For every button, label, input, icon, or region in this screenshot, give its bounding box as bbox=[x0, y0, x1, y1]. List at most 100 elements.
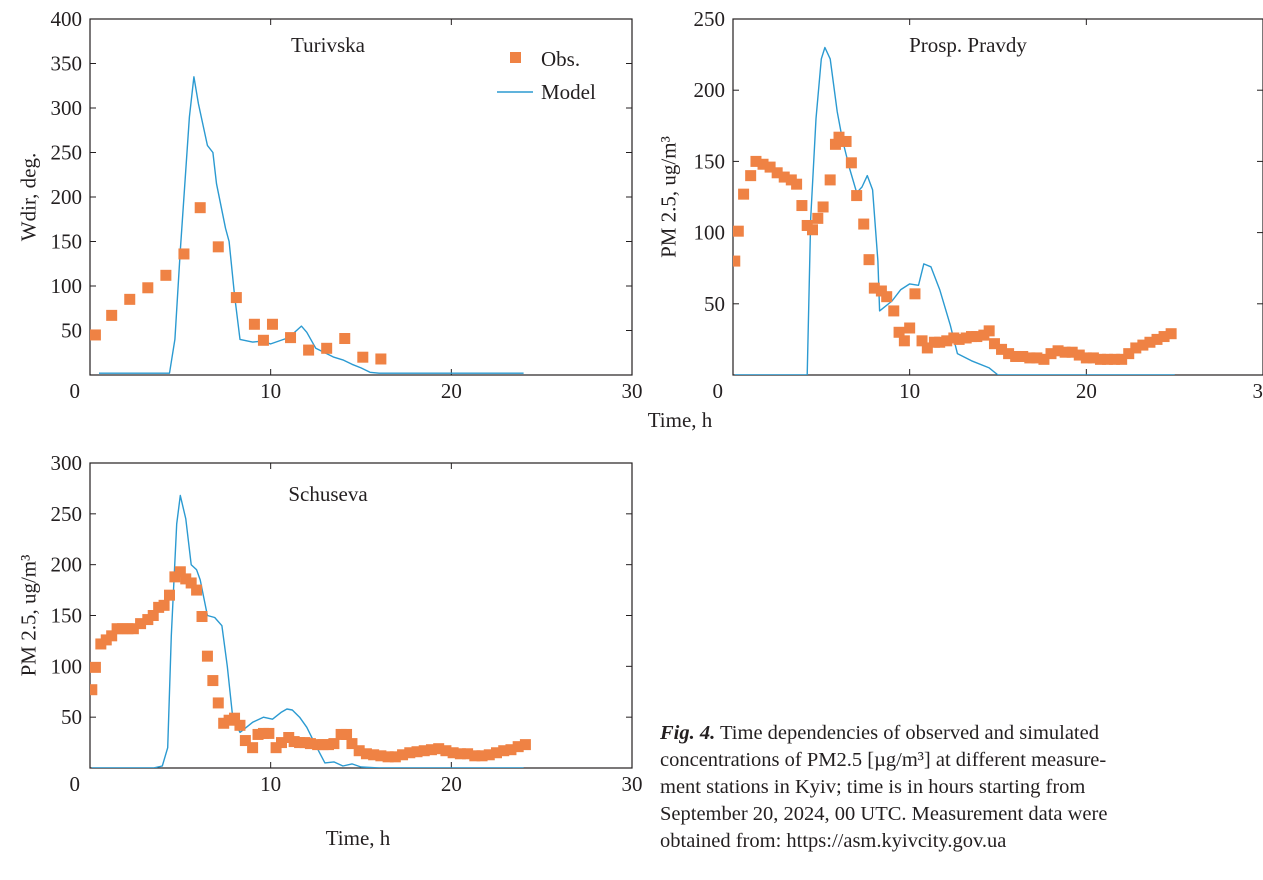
obs-point bbox=[346, 738, 358, 750]
legend: Obs. Model bbox=[497, 47, 596, 104]
y-tick-label: 100 bbox=[51, 654, 83, 678]
x-tick-label: 20 bbox=[441, 772, 462, 796]
obs-point bbox=[868, 282, 880, 294]
obs-point bbox=[1010, 350, 1022, 362]
plot-area bbox=[90, 76, 524, 374]
obs-point bbox=[368, 749, 380, 761]
model-line bbox=[734, 46, 1175, 375]
y-tick-label: 300 bbox=[51, 451, 83, 475]
caption-label: Fig. 4. bbox=[660, 722, 716, 744]
obs-point bbox=[791, 178, 803, 190]
obs-point bbox=[745, 170, 757, 182]
obs-point bbox=[230, 292, 242, 304]
legend-model-label: Model bbox=[541, 80, 596, 104]
obs-point bbox=[1144, 336, 1156, 348]
obs-point bbox=[454, 748, 466, 760]
obs-point bbox=[321, 342, 333, 354]
obs-point bbox=[840, 135, 852, 147]
obs-point bbox=[916, 335, 928, 347]
obs-point bbox=[996, 343, 1008, 355]
obs-point bbox=[512, 741, 524, 753]
obs-point bbox=[160, 269, 172, 281]
x-tick-label: 10 bbox=[260, 379, 281, 403]
y-tick-label: 150 bbox=[694, 149, 726, 173]
obs-point bbox=[983, 325, 995, 337]
x-tick-label: 20 bbox=[441, 379, 462, 403]
obs-point bbox=[447, 747, 459, 759]
obs-point bbox=[266, 318, 278, 330]
chart-panel-1: 0 10 20 30 50 100 150 200 250 300 350 400 Turivska Wd… bbox=[16, 7, 642, 403]
obs-point bbox=[127, 623, 139, 635]
legend-obs-marker bbox=[510, 52, 521, 63]
y-tick-label: 50 bbox=[61, 705, 82, 729]
x-axis-label: Time, h bbox=[648, 408, 713, 432]
model-line bbox=[99, 76, 524, 374]
obs-point bbox=[1017, 350, 1029, 362]
obs-point bbox=[375, 750, 387, 762]
obs-point bbox=[1003, 348, 1015, 360]
obs-point bbox=[285, 332, 297, 344]
obs-point bbox=[498, 745, 510, 757]
obs-point bbox=[1116, 353, 1128, 365]
obs-point bbox=[898, 335, 910, 347]
obs-point bbox=[174, 566, 186, 578]
obs-point bbox=[476, 750, 488, 762]
obs-point bbox=[764, 161, 776, 173]
legend-obs-label: Obs. bbox=[541, 47, 580, 71]
obs-point bbox=[191, 584, 203, 596]
obs-point bbox=[328, 738, 340, 750]
obs-point bbox=[375, 353, 387, 365]
obs-point bbox=[934, 336, 946, 348]
obs-point bbox=[941, 335, 953, 347]
figure-caption: Fig. 4. Time dependencies of observed an… bbox=[660, 720, 1263, 855]
chart-title: Schuseva bbox=[288, 482, 368, 506]
obs-point bbox=[519, 739, 531, 751]
y-tick-label: 200 bbox=[51, 185, 83, 209]
obs-point bbox=[807, 224, 818, 236]
obs-point bbox=[263, 727, 275, 739]
obs-point bbox=[201, 650, 213, 662]
obs-point bbox=[124, 293, 136, 305]
y-tick-label: 350 bbox=[51, 52, 83, 76]
x-tick-label: 20 bbox=[1076, 379, 1097, 403]
obs-point bbox=[135, 618, 147, 630]
y-tick-label: 250 bbox=[51, 502, 83, 526]
obs-point bbox=[1158, 331, 1170, 343]
obs-point bbox=[418, 745, 430, 757]
obs-point bbox=[971, 331, 983, 343]
x-tick-label: 30 bbox=[1253, 379, 1263, 403]
obs-point bbox=[194, 202, 206, 214]
obs-point bbox=[353, 745, 365, 757]
chart-title: Prosp. Pravdy bbox=[909, 33, 1027, 57]
y-tick-label: 50 bbox=[61, 319, 82, 343]
chart-title: Turivska bbox=[291, 33, 366, 57]
obs-point bbox=[411, 746, 423, 758]
obs-point bbox=[229, 712, 241, 724]
obs-point bbox=[921, 342, 933, 354]
obs-point bbox=[1073, 349, 1085, 361]
obs-point bbox=[90, 661, 101, 673]
obs-point bbox=[339, 333, 351, 345]
obs-point bbox=[248, 318, 260, 330]
caption-line: obtained from: https://asm.kyivcity.gov.… bbox=[660, 830, 1007, 852]
y-tick-label: 250 bbox=[694, 7, 726, 31]
obs-point bbox=[953, 333, 965, 345]
obs-point bbox=[212, 697, 224, 709]
y-tick-label: 250 bbox=[51, 141, 83, 165]
obs-point bbox=[234, 719, 246, 731]
obs-point bbox=[1038, 353, 1050, 365]
obs-point bbox=[1130, 342, 1142, 354]
obs-point bbox=[212, 241, 224, 253]
obs-point bbox=[163, 589, 175, 601]
obs-point bbox=[771, 167, 783, 179]
y-axis-label: PM 2.5, ug/m³ bbox=[656, 136, 680, 258]
obs-point bbox=[738, 188, 750, 200]
y-tick-label: 150 bbox=[51, 604, 83, 628]
obs-point bbox=[142, 282, 154, 294]
obs-point bbox=[196, 611, 208, 623]
obs-point bbox=[505, 744, 517, 756]
plot-frame bbox=[89, 18, 633, 376]
obs-point bbox=[433, 743, 445, 755]
plot-frame bbox=[89, 462, 633, 769]
obs-point bbox=[1080, 352, 1092, 364]
